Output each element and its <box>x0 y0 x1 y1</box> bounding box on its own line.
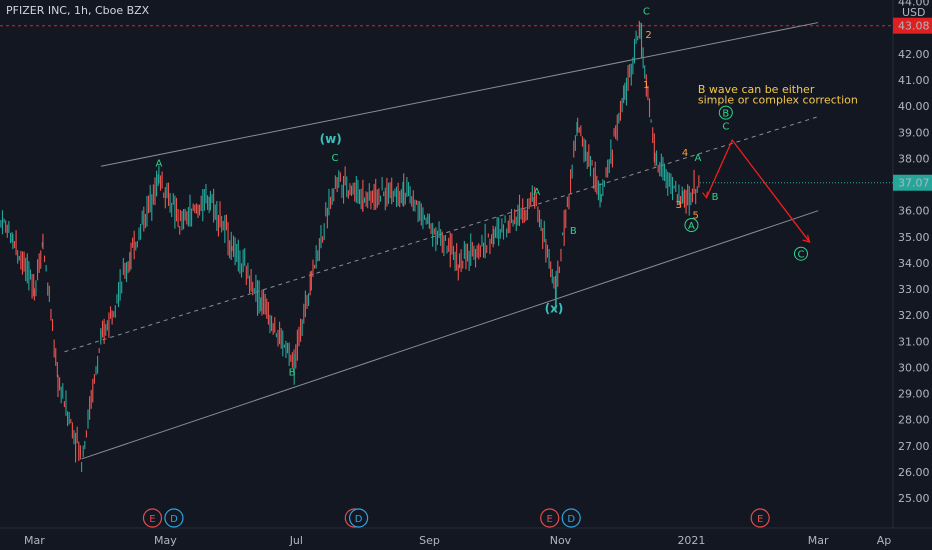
price-tick-label: 29.00 <box>898 388 930 401</box>
price-level-tag <box>893 17 932 34</box>
price-tick-label: 38.00 <box>898 152 930 165</box>
wave-label: 5 <box>693 211 699 222</box>
wave-label: C <box>643 7 650 18</box>
time-tick-label: Mar <box>808 534 829 547</box>
last-price-tag <box>893 174 932 191</box>
time-tick-label: Nov <box>550 534 572 547</box>
time-tick-label: May <box>154 534 177 547</box>
wave-label-circle <box>684 217 699 232</box>
event-badge-circle[interactable] <box>349 508 369 528</box>
price-tick-label: 35.00 <box>898 231 930 244</box>
price-tick-label: 34.00 <box>898 257 930 270</box>
wave-label: B <box>289 367 296 378</box>
event-badge-label: D <box>170 514 178 525</box>
event-badge-circle[interactable] <box>142 508 163 528</box>
wave-label: B <box>722 109 729 120</box>
wave-label-circle <box>793 246 808 261</box>
annotation-text: simple or complex correction <box>698 94 858 107</box>
price-tick-label: 28.00 <box>898 414 930 427</box>
wave-label: (x) <box>545 302 564 316</box>
time-tick-label: Mar <box>24 534 45 547</box>
wave-label: (w) <box>320 132 342 146</box>
time-tick-label: Sep <box>419 534 440 547</box>
annotation-text: B wave can be either <box>698 83 815 96</box>
wave-label: 3 <box>675 200 681 211</box>
wave-label: C <box>797 250 804 261</box>
event-badge-circle[interactable] <box>164 508 184 528</box>
chart-title: PFIZER INC, 1h, Cboe BZX <box>6 4 150 17</box>
wave-label: C <box>722 122 729 133</box>
price-tick-label: 33.00 <box>898 283 930 296</box>
wave-label: 2 <box>645 30 651 41</box>
wave-label: 4 <box>682 148 688 159</box>
event-badge-label: D <box>355 514 363 525</box>
price-tick-label: 27.00 <box>898 440 930 453</box>
projection-start-tick <box>702 191 709 200</box>
wave-label: A <box>688 221 695 232</box>
currency-label: USD <box>902 6 926 19</box>
price-tick-label: 42.00 <box>898 48 930 61</box>
event-badge-label: E <box>757 514 763 525</box>
price-tick-label: 39.00 <box>898 126 930 139</box>
price-series <box>0 20 700 473</box>
event-badge-circle[interactable] <box>750 508 770 528</box>
time-tick-label: 2021 <box>677 534 705 547</box>
channel-mid-line <box>64 116 819 353</box>
wave-label: A <box>694 153 701 164</box>
price-level-label: 43.08 <box>898 20 930 33</box>
price-tick-label: 31.00 <box>898 335 930 348</box>
price-tick-label: 32.00 <box>898 309 930 322</box>
channel-lower-line <box>81 210 819 460</box>
channel-upper-line <box>100 22 819 167</box>
wave-label: B <box>570 226 577 237</box>
wave-label: A <box>533 187 540 198</box>
event-badge-label: E <box>149 514 155 525</box>
projection-path <box>705 138 811 243</box>
event-badge-label: E <box>547 514 553 525</box>
event-badge-circle[interactable] <box>561 508 581 528</box>
wave-label: 1 <box>643 80 649 91</box>
time-tick-label: Jul <box>289 534 303 547</box>
price-tick-label: 44.00 <box>898 0 930 9</box>
wave-label: B <box>712 192 719 203</box>
time-tick-label: Ap <box>877 534 892 547</box>
price-tick-label: 40.00 <box>898 100 930 113</box>
price-tick-label: 26.00 <box>898 466 930 479</box>
event-badge-label: D <box>567 514 575 525</box>
price-tick-label: 25.00 <box>898 492 930 505</box>
wave-label-circle <box>718 105 733 120</box>
price-tick-label: 30.00 <box>898 361 930 374</box>
price-tick-label: 36.00 <box>898 205 930 218</box>
projection-arrowhead <box>802 234 811 244</box>
last-price-label: 37.07 <box>898 177 930 190</box>
wave-label: C <box>331 153 338 164</box>
price-tick-label: 41.00 <box>898 74 930 87</box>
event-badge-circle[interactable] <box>540 508 560 528</box>
wave-label: A <box>155 158 162 169</box>
